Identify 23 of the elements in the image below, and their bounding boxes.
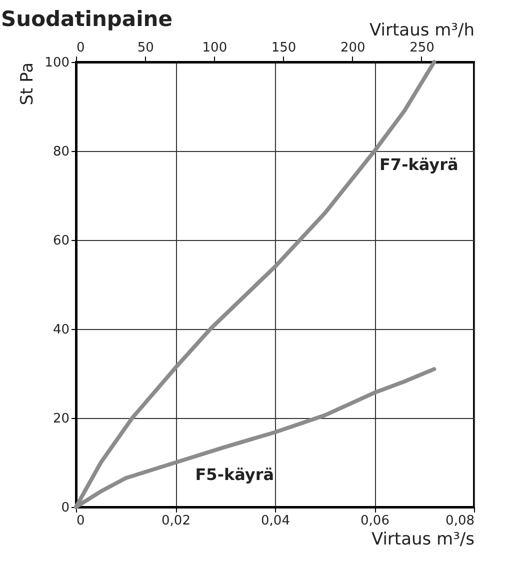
x2-tick-label: 0 [76,40,85,56]
y-tick-label: 60 [52,234,70,248]
x-tick-label: 0 [76,514,85,528]
x2-tick-label: 200 [340,40,366,56]
x2-tick-label: 250 [410,40,434,56]
y-tick-label: 0 [61,500,70,516]
x2-tick-label: 150 [271,40,296,56]
y-tick-label: 100 [44,56,70,70]
y-tick-label: 40 [52,322,70,338]
x2-axis-title: Virtaus m³/h [370,20,474,40]
y-tick-label: 20 [52,412,70,426]
x2-tick-label: 100 [202,40,228,56]
x-tick-label: 0,02 [162,514,190,528]
x-tick-label: 0,08 [446,514,474,528]
series-label: F5-käyrä [195,464,274,484]
series-label: F7-käyrä [380,155,458,174]
x-tick-label: 0,04 [261,514,290,528]
y-tick-label: 80 [52,144,70,160]
x-axis-title: Virtaus m³/s [371,530,475,550]
x-tick-label: 0,06 [360,514,390,528]
x2-tick-label: 50 [137,40,154,56]
y-axis-title: St Pa [18,62,38,106]
chart-title: Suodatinpaine [1,7,172,31]
